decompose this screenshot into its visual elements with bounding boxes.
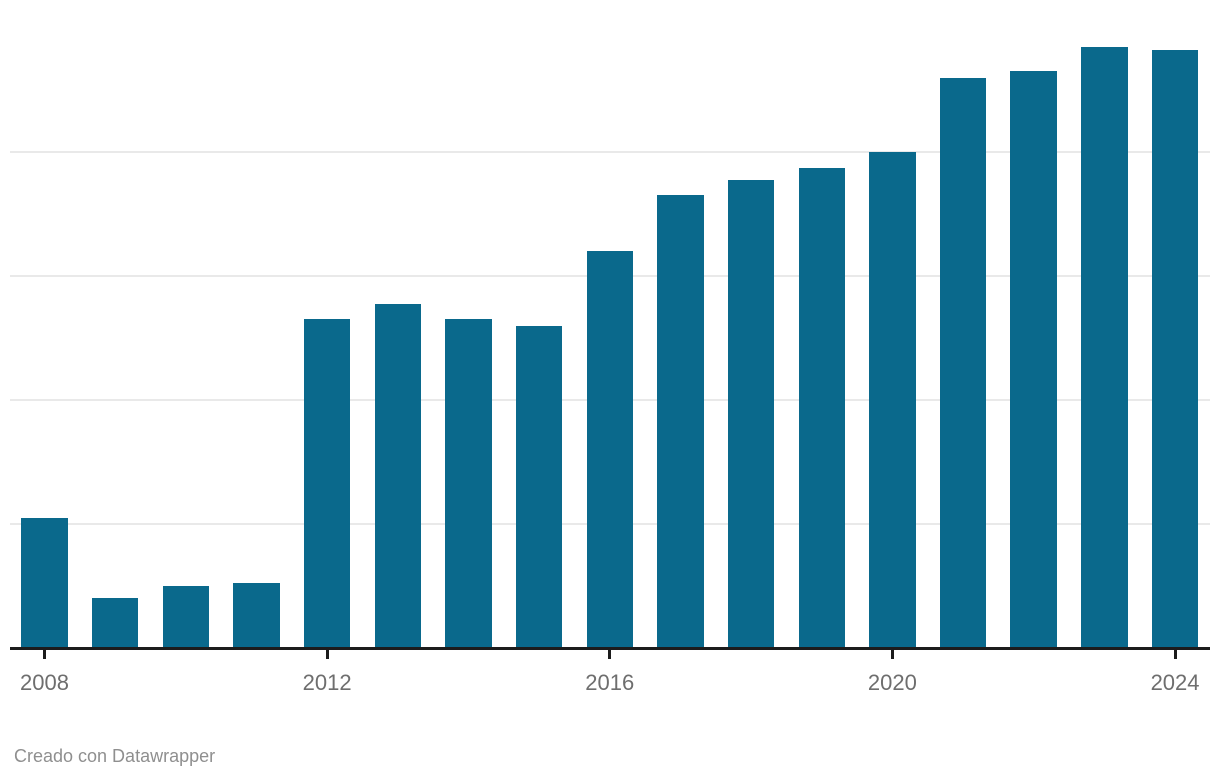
- bar-2017[interactable]: [657, 195, 704, 648]
- bar-2013[interactable]: [374, 303, 422, 648]
- bar-2014[interactable]: [445, 319, 492, 648]
- x-axis-label-2020: 2020: [867, 670, 917, 695]
- bar-2019[interactable]: [798, 167, 845, 648]
- bar-2018[interactable]: [727, 179, 775, 648]
- bar-2009[interactable]: [91, 598, 139, 648]
- x-axis-label-2012: 2012: [302, 670, 352, 695]
- datawrapper-credit-link[interactable]: Creado con Datawrapper: [14, 746, 216, 766]
- bar-2010[interactable]: [162, 586, 210, 648]
- plot-area: 2008 2012 2016 2020 2024: [10, 46, 1210, 695]
- bar-2011[interactable]: [233, 582, 280, 648]
- bar-2016[interactable]: [586, 251, 634, 648]
- x-axis-tick: [43, 650, 46, 659]
- bar-2008[interactable]: [21, 517, 68, 648]
- bar-2024[interactable]: [1151, 49, 1199, 648]
- x-axis-line: [10, 647, 1210, 650]
- bar-2023[interactable]: [1081, 46, 1128, 648]
- bar-2015[interactable]: [515, 325, 563, 648]
- bar-2021[interactable]: [939, 77, 987, 648]
- bar-2012[interactable]: [303, 319, 351, 648]
- bar-2022[interactable]: [1010, 71, 1057, 648]
- gridline: [10, 151, 1210, 153]
- bar-2020[interactable]: [869, 152, 916, 648]
- x-axis-label-2024: 2024: [1150, 670, 1200, 695]
- x-axis-tick: [890, 650, 894, 659]
- x-axis-label-2008: 2008: [20, 670, 69, 695]
- x-axis-tick: [325, 650, 329, 659]
- x-axis-tick: [1173, 650, 1177, 659]
- x-axis-label-2016: 2016: [585, 670, 635, 695]
- x-axis-tick: [608, 650, 612, 659]
